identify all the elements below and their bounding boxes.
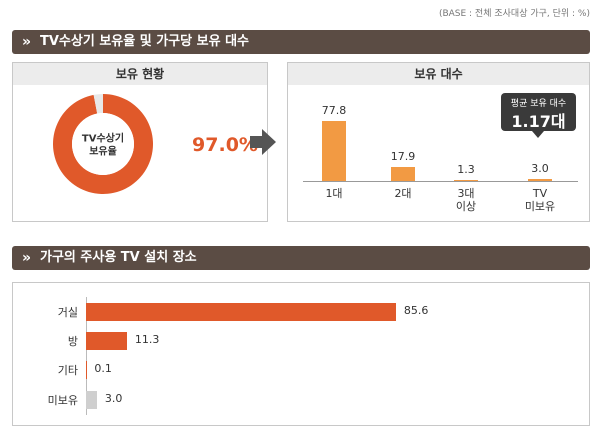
panel: 거실 85.6 방 11.3 기타 0.1 미보유 3.0	[12, 282, 590, 426]
value-label: 11.3	[134, 333, 160, 346]
callout-label: 평균 보유 대수	[510, 99, 567, 109]
center-label: 보유율	[89, 146, 117, 158]
value-label: 97.0%	[192, 134, 258, 156]
panel: 보유 대수 77.8 1대 17.9 2대 1.3 3대 이상 3.0 TV 미보유 평균 보유 …	[287, 62, 590, 222]
x-tick-label: 2대	[394, 187, 412, 200]
bar	[86, 303, 396, 321]
center-label: TV수상기	[82, 132, 124, 145]
source-note: (BASE : 전체 조사대상 가구, 단위 : %)	[438, 9, 590, 19]
section-title: 가구의 주사용 TV 설치 장소	[40, 250, 197, 265]
value-label: 85.6	[403, 304, 429, 317]
axis-line	[86, 297, 87, 415]
panel-title: 보유 대수	[288, 63, 589, 85]
pie-slice	[52, 94, 153, 194]
y-tick-label: 거실	[57, 306, 78, 319]
value-label: 77.8	[321, 104, 347, 118]
callout: 평균 보유 대수 1.17대	[501, 93, 576, 138]
x-tick-label: 3대 이상	[455, 187, 477, 213]
value-label: 1.3	[457, 162, 475, 176]
y-tick-label: 방	[67, 335, 78, 348]
y-tick-label: 미보유	[47, 394, 78, 407]
callout-pointer	[532, 131, 544, 138]
bar	[528, 178, 552, 181]
panel-title: 보유 현황	[13, 63, 267, 85]
section-title: TV수상기 보유율 및 가구당 보유 대수	[40, 34, 249, 49]
baseline	[303, 181, 578, 182]
bar	[86, 332, 127, 350]
arrow-icon	[250, 129, 276, 155]
bar	[322, 121, 346, 181]
y-tick-label: 기타	[57, 364, 78, 377]
section-header: » TV수상기 보유율 및 가구당 보유 대수	[12, 30, 590, 54]
x-tick-label: 1대	[325, 187, 343, 200]
bar	[391, 167, 415, 181]
section-header: » 가구의 주사용 TV 설치 장소	[12, 246, 590, 270]
panel: 보유 현황 TV수상기 보유율 97.0%	[12, 62, 268, 222]
bar	[454, 179, 478, 181]
value-label: 3.0	[104, 392, 123, 405]
pie-slice	[93, 94, 103, 114]
bar	[86, 391, 97, 409]
value-label: 17.9	[390, 150, 416, 164]
value-label: 0.1	[94, 362, 112, 375]
value-label: 3.0	[531, 161, 549, 175]
donut-hole	[72, 113, 134, 175]
callout-value: 1.17대	[511, 112, 566, 131]
x-tick-label: TV 미보유	[524, 187, 556, 213]
